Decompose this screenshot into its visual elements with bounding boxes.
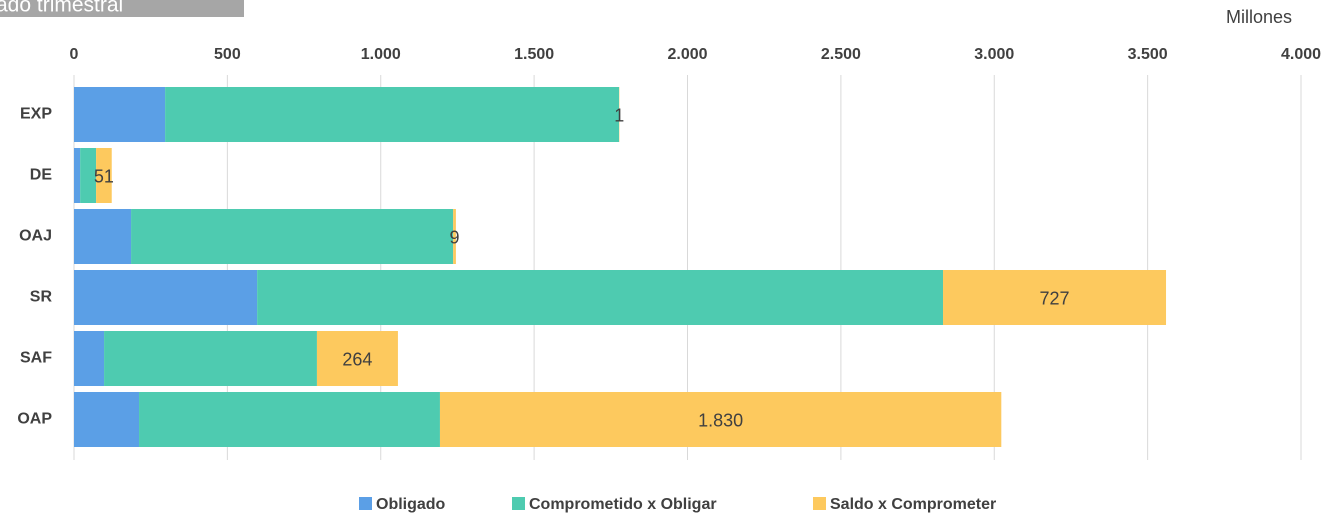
x-tick-label: 3.000	[974, 46, 1014, 63]
data-label: 727	[1040, 288, 1070, 308]
bar-segment	[453, 209, 456, 264]
legend-label: Comprometido x Obligar	[529, 496, 717, 513]
bar-segment	[80, 148, 97, 203]
bar-segment	[74, 148, 81, 203]
bar-segment	[96, 148, 112, 203]
legend-label: Saldo x Comprometer	[830, 496, 996, 513]
chart-title: ado trimestral	[0, 0, 123, 17]
data-label: 1	[614, 105, 624, 125]
y-tick-label: EXP	[20, 106, 52, 123]
data-label: 9	[450, 227, 460, 247]
y-tick-label: OAP	[17, 411, 52, 428]
bar-segment	[257, 270, 944, 325]
axis-unit: Millones	[1226, 7, 1292, 27]
x-tick-label: 1.500	[514, 46, 554, 63]
y-tick-label: SR	[30, 289, 53, 306]
legend-label: Obligado	[376, 496, 446, 513]
y-tick-label: OAJ	[19, 228, 52, 245]
legend-swatch	[512, 497, 525, 510]
bar-segment	[74, 87, 166, 142]
bar-segment	[74, 392, 140, 447]
x-tick-label: 1.000	[361, 46, 401, 63]
bar-segment	[943, 270, 1167, 325]
bar-segment	[104, 331, 317, 386]
bar-segment	[439, 392, 1002, 447]
data-label: 1.830	[698, 410, 743, 430]
legend-swatch	[813, 497, 826, 510]
bar-segment	[165, 87, 620, 142]
data-label: 51	[94, 166, 114, 186]
title-box	[0, 0, 244, 17]
x-tick-label: 500	[214, 46, 241, 63]
x-tick-label: 4.000	[1281, 46, 1321, 63]
bar-segment	[316, 331, 398, 386]
x-tick-label: 3.500	[1128, 46, 1168, 63]
y-tick-label: SAF	[20, 350, 52, 367]
bar-segment	[74, 209, 132, 264]
x-tick-label: 2.500	[821, 46, 861, 63]
x-tick-label: 2.000	[667, 46, 707, 63]
x-tick-label: 0	[70, 46, 79, 63]
y-tick-label: DE	[30, 167, 53, 184]
bar-segment	[74, 331, 105, 386]
bar-segment	[74, 270, 258, 325]
bar-segment	[131, 209, 454, 264]
legend-swatch	[359, 497, 372, 510]
bar-segment	[139, 392, 440, 447]
data-label: 264	[342, 349, 372, 369]
